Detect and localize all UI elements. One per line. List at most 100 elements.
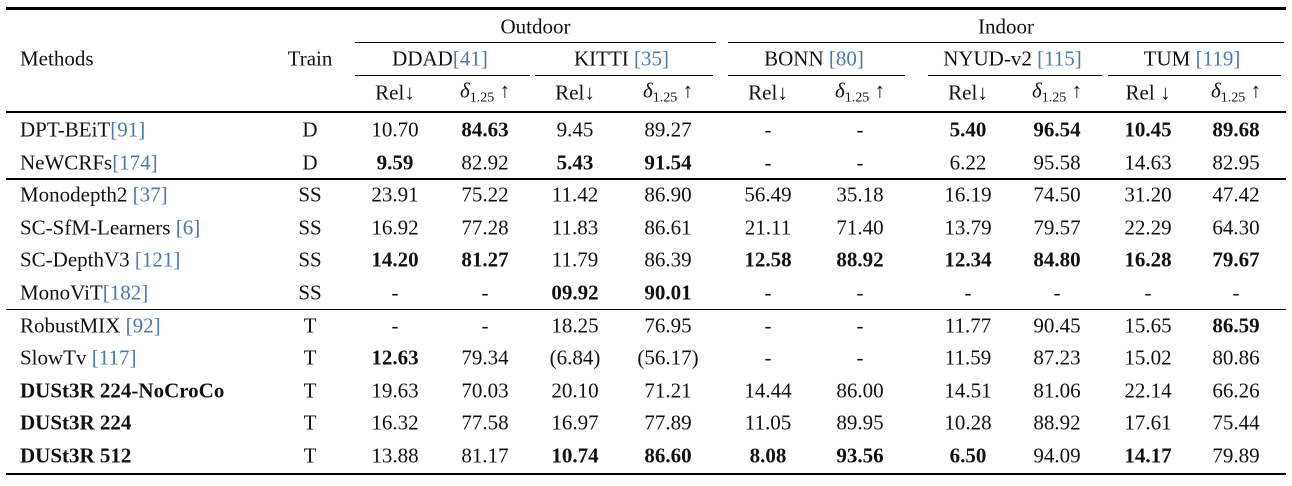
train-cell: D [302,152,317,173]
value-cell-text: 11.42 [551,182,599,207]
train-cell-text: SS [298,182,322,207]
method-cell: Monodepth2 [37] [20,184,168,206]
method-name: SlowTv [20,345,92,370]
value-cell-text: 31.20 [1124,182,1172,207]
value-cell: 75.44 [1212,412,1259,434]
value-cell: 5.43 [557,152,594,173]
value-cell: 74.50 [1033,182,1081,207]
train-cell-text: T [303,378,317,403]
metric-arrow: ↑ [494,78,511,103]
value-cell-text: 5.40 [949,117,987,142]
value-cell: 14.51 [944,380,991,401]
value-cell: - [765,152,772,173]
metric-sub: 1.25 [469,90,495,106]
value-cell: - [392,282,399,304]
value-cell: 16.19 [944,184,991,206]
value-cell-text: 16.28 [1124,247,1172,272]
metric-text: Rel↓ [748,80,788,105]
value-cell-text: 90.45 [1033,313,1081,338]
value-cell-text: 19.63 [371,378,419,403]
value-cell-text: 14.44 [744,378,792,403]
train-cell-text: SS [298,280,322,305]
value-cell-text: 13.88 [371,443,419,468]
value-cell: 8.08 [750,445,787,467]
train-cell-text: SS [298,247,322,272]
metric-header: Rel ↓ [1126,82,1171,104]
metric-header: δ1.25 ↑ [642,78,694,106]
value-cell: - [765,315,772,336]
value-cell-text: 82.95 [1212,150,1260,175]
value-cell-text: - [764,345,772,370]
value-cell: - [764,345,772,370]
metric-header: δ1.25 ↑ [834,78,886,106]
value-cell: - [857,315,864,336]
value-cell-text: - [856,313,864,338]
super-header-text: Outdoor [500,14,571,39]
value-cell: 10.74 [551,445,598,467]
method-name: SC-DepthV3 [20,247,135,272]
value-cell-text: 74.50 [1033,182,1081,207]
value-cell: 16.32 [371,412,418,434]
dataset-cite: [119] [1195,46,1241,71]
value-cell-text: 79.57 [1033,215,1081,240]
metric-text: Rel↓ [375,80,415,105]
value-cell: 95.58 [1033,152,1080,173]
metric-arrow: ↑ [1066,78,1083,103]
train-header-text: Train [287,46,333,71]
train-cell-text: D [302,117,318,142]
value-cell: 88.92 [1033,412,1080,434]
top-rule [6,7,1286,10]
value-cell-text: 86.39 [644,247,692,272]
value-cell: 56.49 [744,184,791,206]
value-cell-text: 82.92 [461,150,509,175]
value-cell-text: (6.84) [549,345,601,370]
value-cell: 86.61 [644,217,691,238]
value-cell: 14.63 [1124,152,1171,173]
metric-header: δ1.25 ↑ [1032,78,1083,106]
value-cell: - [857,152,864,173]
value-cell-text: 14.17 [1124,443,1172,468]
method-cell: SC-SfM-Learners [6] [20,217,200,238]
dataset-cite: [115] [1037,46,1082,71]
value-cell-text: - [1053,280,1061,305]
value-cell: 71.21 [644,380,691,401]
metric-arrow: ↑ [677,78,694,103]
metric-symbol: δ [642,78,653,103]
value-cell: 09.92 [551,280,599,305]
value-cell-text: 09.92 [551,280,599,305]
value-cell-text: 9.45 [556,117,594,142]
value-cell-text: 81.17 [461,443,509,468]
train-cell: SS [298,280,322,305]
value-cell-text: - [481,313,489,338]
value-cell: 76.95 [644,315,691,336]
value-cell-text: 81.27 [461,247,509,272]
metric-text: Rel↓ [948,80,988,105]
metric-symbol: δ [834,78,845,103]
value-cell-text: - [1232,280,1240,305]
value-cell-text: 47.42 [1212,182,1260,207]
value-cell: 11.79 [552,249,598,271]
method-cell: DPT-BEiT[91] [20,119,145,141]
metric-header: Rel↓ [555,82,595,104]
value-cell: 11.83 [552,217,598,238]
dataset-header: NYUD-v2 [115] [943,46,1082,71]
value-cell-text: 89.95 [836,410,884,435]
value-cell-text: 81.06 [1033,378,1081,403]
method-cell: NeWCRFs[174] [20,152,158,173]
value-cell: 64.30 [1212,217,1259,238]
value-cell: 16.28 [1124,247,1172,272]
super-header: Indoor [978,16,1034,38]
metric-arrow: ↑ [869,78,886,103]
train-cell: SS [298,182,322,207]
train-cell: T [304,315,317,336]
super-underline [728,42,1284,43]
value-cell: - [765,119,772,141]
value-cell-text: 75.22 [461,182,509,207]
dataset-cite: [41] [452,46,488,71]
value-cell-text: 76.95 [644,313,692,338]
value-cell-text: 13.79 [944,215,992,240]
value-cell: 21.11 [745,217,791,238]
value-cell: 84.63 [461,119,508,141]
value-cell: 94.09 [1033,445,1080,467]
value-cell: 96.54 [1033,119,1080,141]
